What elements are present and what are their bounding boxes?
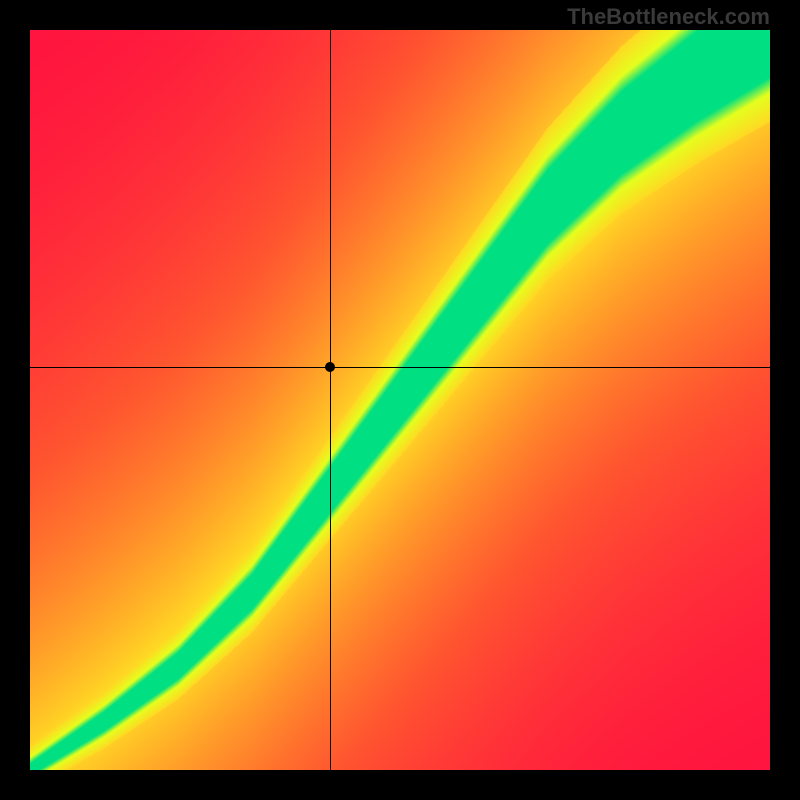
heatmap-canvas [30, 30, 770, 770]
crosshair-marker [325, 362, 335, 372]
watermark-text: TheBottleneck.com [567, 4, 770, 30]
crosshair-vertical [330, 30, 331, 770]
plot-area [30, 30, 770, 770]
crosshair-horizontal [30, 367, 770, 368]
